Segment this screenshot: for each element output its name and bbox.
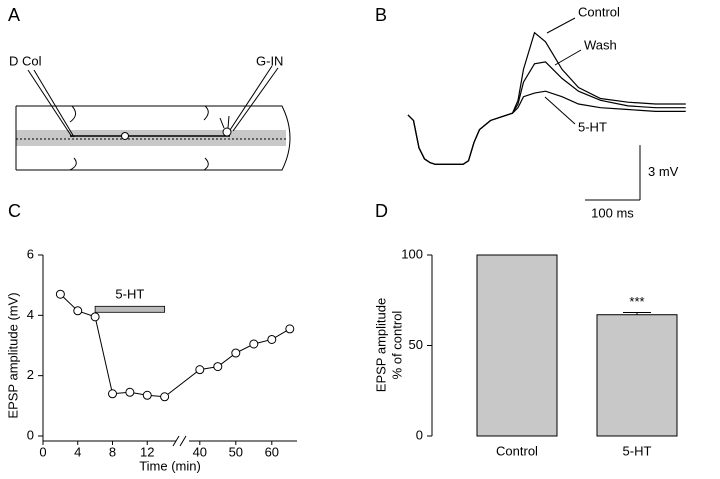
x-axis-label: Time (min) bbox=[139, 458, 201, 473]
x-tick-label: 12 bbox=[140, 444, 154, 459]
x-tick-label: 4 bbox=[74, 444, 81, 459]
y-axis-label: EPSP amplitude bbox=[373, 298, 388, 392]
panel-label: B bbox=[375, 5, 387, 25]
series-label: Wash bbox=[584, 37, 617, 52]
data-point bbox=[90, 312, 100, 322]
electrode bbox=[229, 65, 273, 131]
series-label: Control bbox=[578, 4, 620, 19]
neuron bbox=[222, 127, 232, 137]
data-point bbox=[142, 390, 152, 400]
annotation: 5-HT bbox=[115, 287, 144, 302]
electrode bbox=[33, 69, 75, 138]
leader-line bbox=[544, 96, 576, 125]
panel-label: C bbox=[8, 201, 21, 221]
data-point bbox=[55, 289, 65, 299]
data-point bbox=[160, 392, 170, 402]
data-point bbox=[125, 387, 135, 397]
data-point bbox=[285, 324, 295, 334]
trace bbox=[407, 90, 686, 166]
x-tick-label: 50 bbox=[229, 444, 243, 459]
panel-label: D bbox=[375, 201, 388, 221]
error-bar bbox=[623, 312, 651, 315]
x-tick-label: 40 bbox=[193, 444, 207, 459]
axis-break bbox=[172, 435, 187, 447]
electrode bbox=[27, 69, 73, 138]
slits bbox=[69, 105, 209, 171]
panel-label: A bbox=[8, 5, 20, 25]
data-point bbox=[267, 334, 277, 344]
y-tick-label: 4 bbox=[27, 307, 34, 322]
x-tick-label: 5-HT bbox=[623, 443, 652, 458]
y-tick-label: 50 bbox=[409, 337, 423, 352]
y-tick-label: 100 bbox=[401, 246, 423, 261]
bar bbox=[596, 314, 678, 437]
bar bbox=[476, 254, 558, 437]
data-point bbox=[195, 365, 205, 375]
x-tick-label: 0 bbox=[39, 444, 46, 459]
data-point bbox=[249, 339, 259, 349]
data-point bbox=[231, 348, 241, 358]
significance: *** bbox=[629, 294, 644, 309]
y-tick-label: 0 bbox=[416, 427, 423, 442]
leader-line bbox=[546, 17, 576, 34]
gray-band bbox=[16, 130, 286, 146]
dendrites bbox=[219, 115, 230, 129]
series-label: 5-HT bbox=[578, 119, 607, 134]
treatment-bar bbox=[94, 305, 166, 313]
scale-label: 100 ms bbox=[591, 205, 634, 220]
scale-label: 3 mV bbox=[648, 164, 679, 179]
x-tick-label: 60 bbox=[265, 444, 279, 459]
data-point bbox=[73, 306, 83, 316]
tube bbox=[16, 105, 291, 171]
y-axis-label: % of control bbox=[389, 311, 404, 380]
y-tick-label: 6 bbox=[27, 246, 34, 261]
soma bbox=[121, 132, 129, 140]
y-tick-label: 0 bbox=[27, 427, 34, 442]
data-point bbox=[108, 389, 117, 399]
y-tick-label: 2 bbox=[27, 367, 34, 382]
electrode bbox=[232, 67, 279, 132]
diagram-label: G-IN bbox=[256, 53, 283, 68]
panel-a-diagram bbox=[15, 65, 291, 171]
leader-line bbox=[554, 49, 582, 66]
trace bbox=[407, 61, 686, 166]
data-point bbox=[213, 362, 223, 372]
diagram-label: D Col bbox=[9, 53, 42, 68]
x-tick-label: 8 bbox=[109, 444, 116, 459]
y-axis-label: EPSP amplitude (mV) bbox=[5, 292, 20, 418]
x-tick-label: Control bbox=[496, 443, 538, 458]
